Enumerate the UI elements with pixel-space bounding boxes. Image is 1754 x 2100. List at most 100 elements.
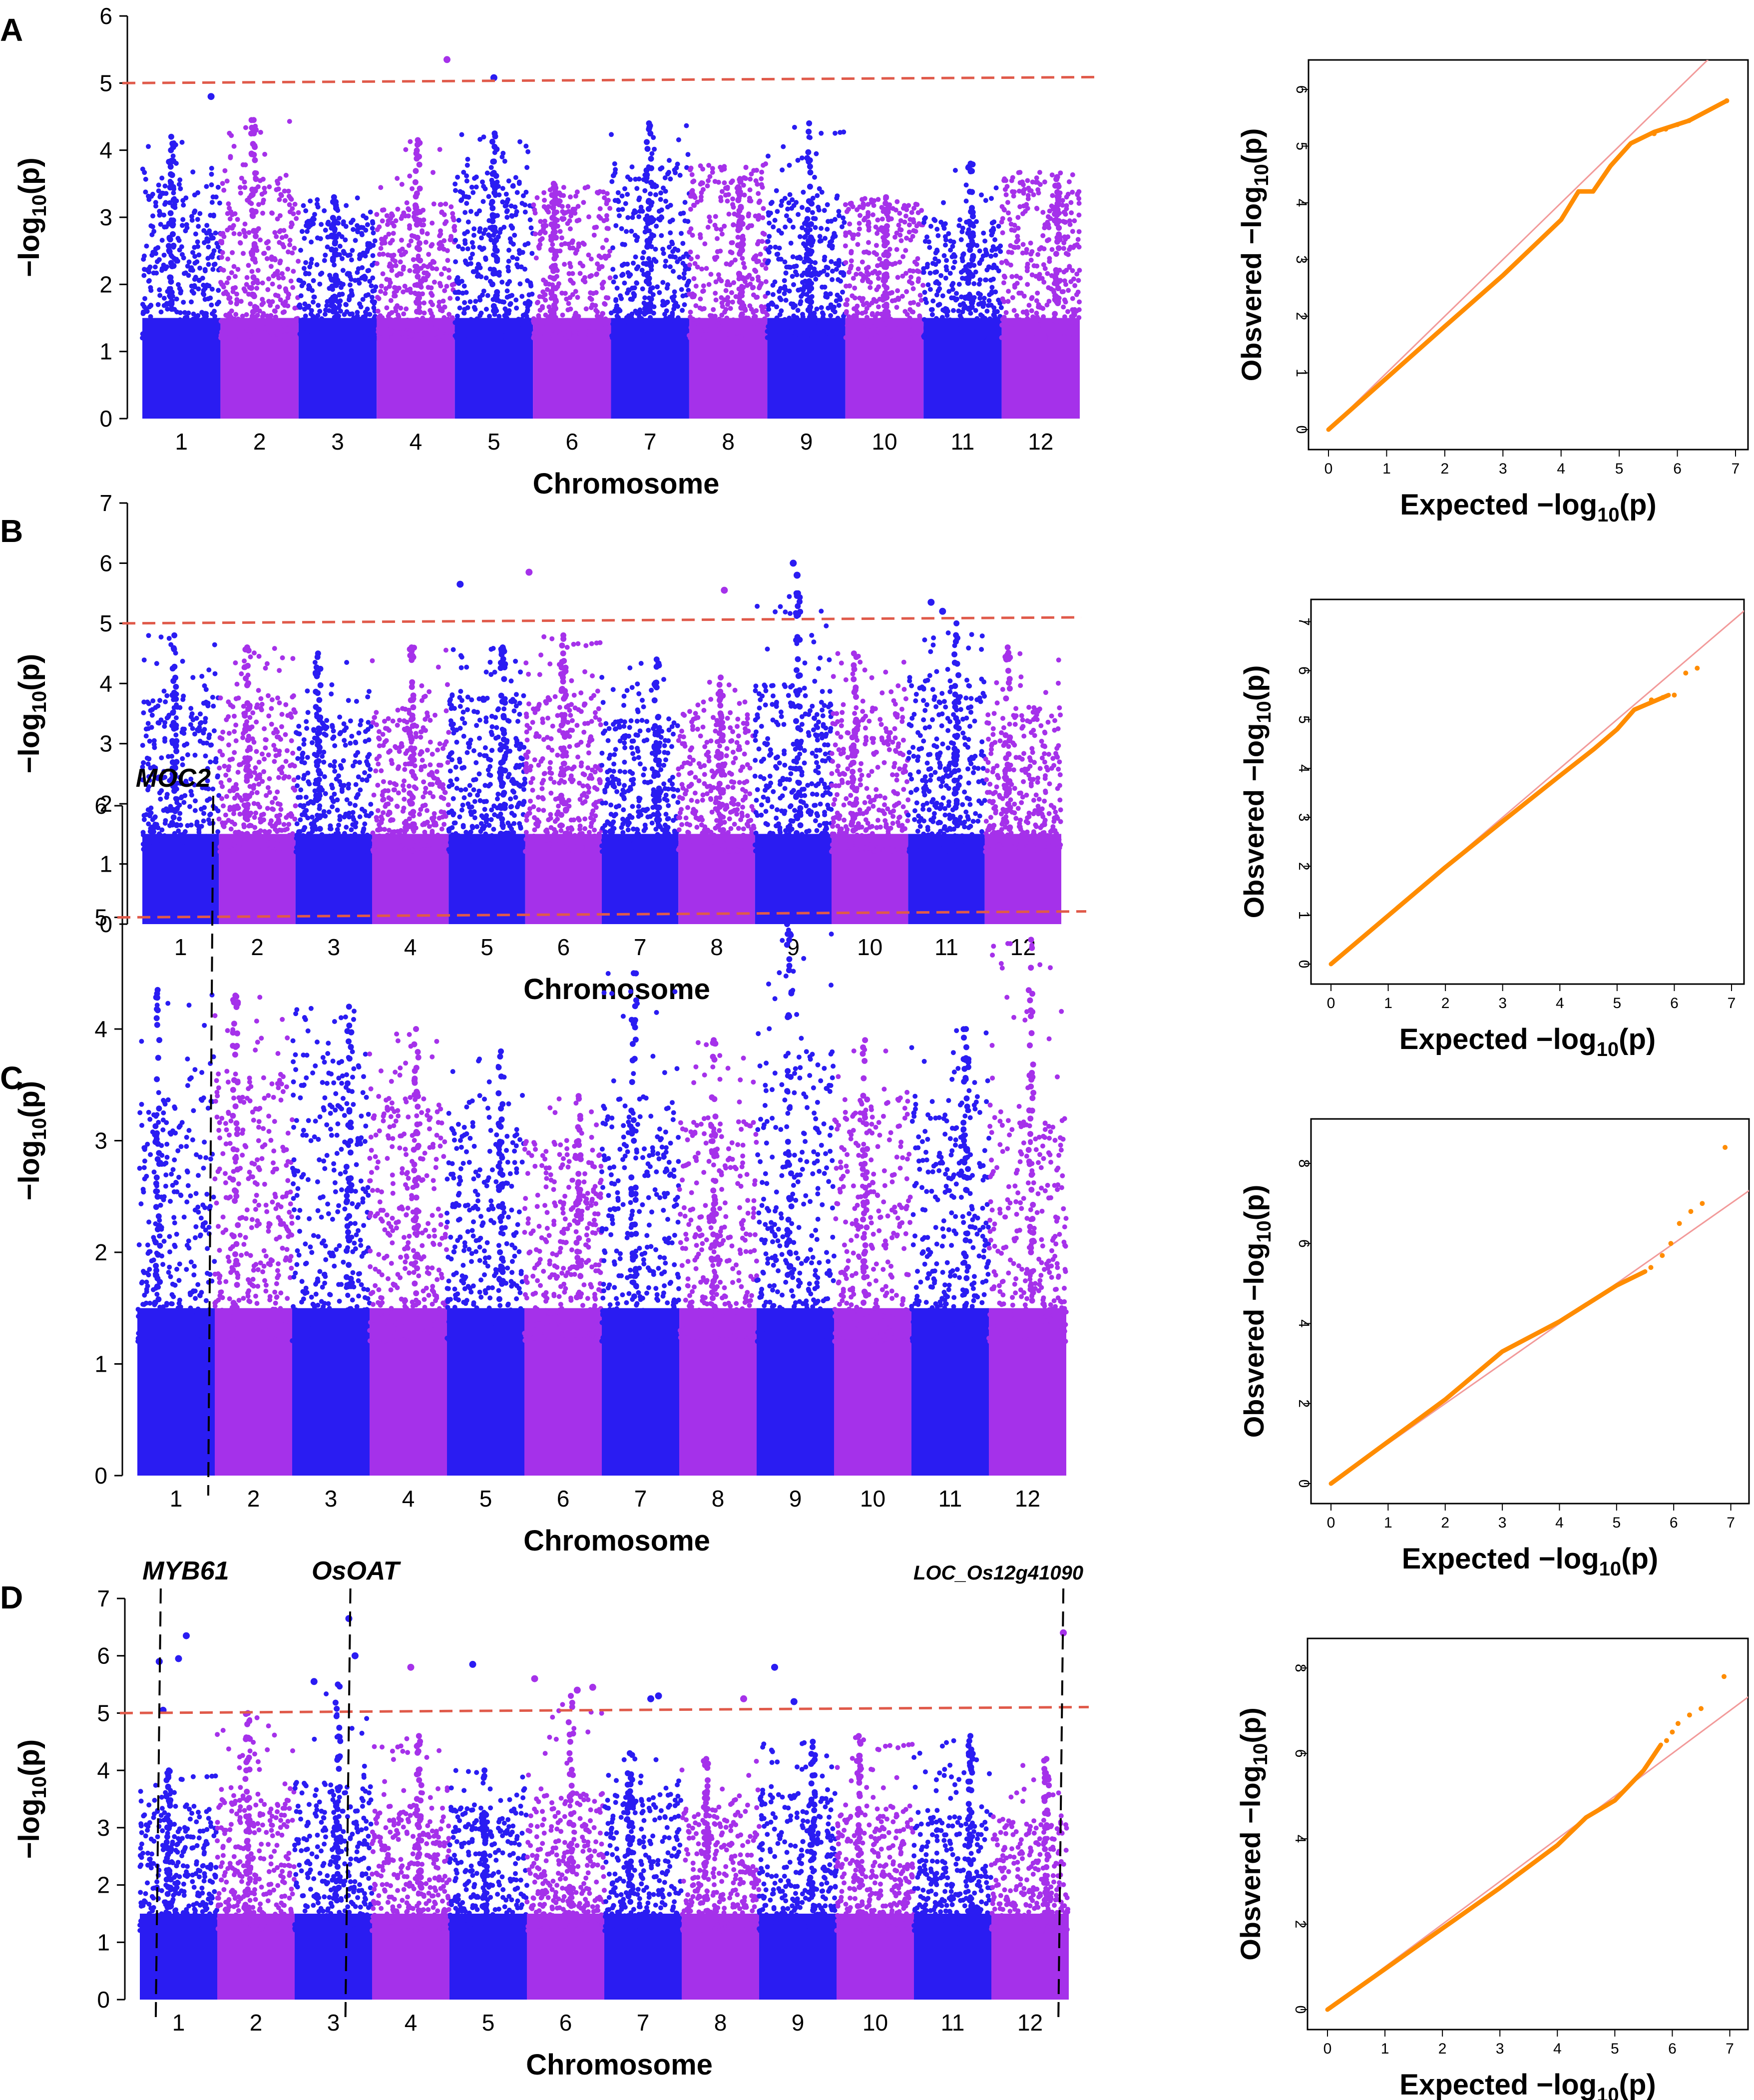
snp-peak-point [417,258,423,264]
snp-point [407,173,412,178]
snp-point [311,334,316,339]
snp-point [925,326,930,331]
snp-point [319,316,324,321]
snp-point [647,322,652,327]
snp-point [951,265,956,270]
snp-point [841,129,846,134]
snp-peak-point [413,168,419,174]
snp-point [1040,326,1045,331]
snp-point [443,201,448,206]
snp-point [766,307,771,312]
snp-peak-point [805,207,811,213]
snp-point [504,215,509,220]
snp-point [538,319,543,324]
snp-point [236,322,241,327]
snp-point [1037,317,1042,322]
snp-point [436,330,440,335]
snp-point [543,223,548,228]
snp-point [187,835,192,840]
snp-point [934,248,939,253]
snp-point [153,200,158,205]
snp-point [833,131,838,136]
snp-point [180,697,185,702]
snp-point [943,306,948,311]
snp-point [188,722,193,727]
snp-point [823,294,828,299]
snp-point [728,262,733,267]
snp-point [641,335,646,340]
snp-point [1042,179,1047,184]
snp-point [248,301,253,306]
snp-point [177,816,182,821]
snp-point [378,185,383,190]
snp-point [993,253,998,258]
snp-peak-point [738,313,744,319]
snp-point [807,135,812,140]
snp-point [823,236,828,241]
snp-point [182,310,187,315]
snp-point [847,270,852,275]
snp-point [825,227,830,232]
snp-point [288,238,293,243]
snp-point [620,263,625,268]
snp-peak-point [168,293,174,299]
snp-point [1029,308,1034,313]
snp-point [676,315,681,320]
snp-peak-point [735,242,741,248]
snp-point [857,226,862,231]
snp-point [1006,210,1011,215]
snp-point [1002,275,1007,280]
snp-point [726,192,731,197]
snp-point [681,334,686,339]
snp-peak-point [332,219,338,225]
snp-point [296,259,301,264]
snp-point [319,222,324,227]
snp-point [665,282,670,287]
snp-peak-point [644,261,650,267]
snp-point [362,327,367,332]
snp-point [458,198,463,203]
snp-point [468,299,473,304]
snp-point [561,319,566,324]
snp-peak-point [332,315,338,321]
chromosome-label: 3 [331,429,344,455]
snp-point [633,177,638,182]
snp-point [332,262,337,267]
snp-point [453,259,458,264]
snp-point [512,204,517,209]
snp-point [305,220,310,225]
snp-point [164,191,169,196]
snp-point [652,147,657,152]
snp-point [1061,246,1066,251]
snp-point [195,190,200,195]
snp-peak-point [492,185,498,191]
snp-point [377,224,382,229]
snp-point [655,325,660,330]
snp-point [715,328,720,333]
snp-point [145,756,150,761]
snp-point [1034,311,1039,316]
snp-point [903,335,908,340]
snp-point [853,316,858,321]
snp-point [509,214,514,219]
snp-point [559,242,564,247]
snp-point [977,296,982,301]
snp-point [679,287,684,292]
snp-point [219,255,224,260]
snp-peak-point [969,300,975,306]
snp-point [930,261,935,266]
snp-peak-point [417,309,423,315]
snp-peak-point [493,146,499,152]
snp-point [837,303,842,308]
snp-point [304,331,309,336]
snp-point [207,849,212,854]
snp-point [273,293,278,298]
snp-point [794,264,799,269]
snp-point [784,271,789,276]
snp-point [1009,178,1014,183]
snp-point [441,247,446,252]
snp-point [543,292,548,297]
snp-peak-top [1054,174,1060,180]
snp-point [189,333,194,338]
snp-point [424,240,429,245]
